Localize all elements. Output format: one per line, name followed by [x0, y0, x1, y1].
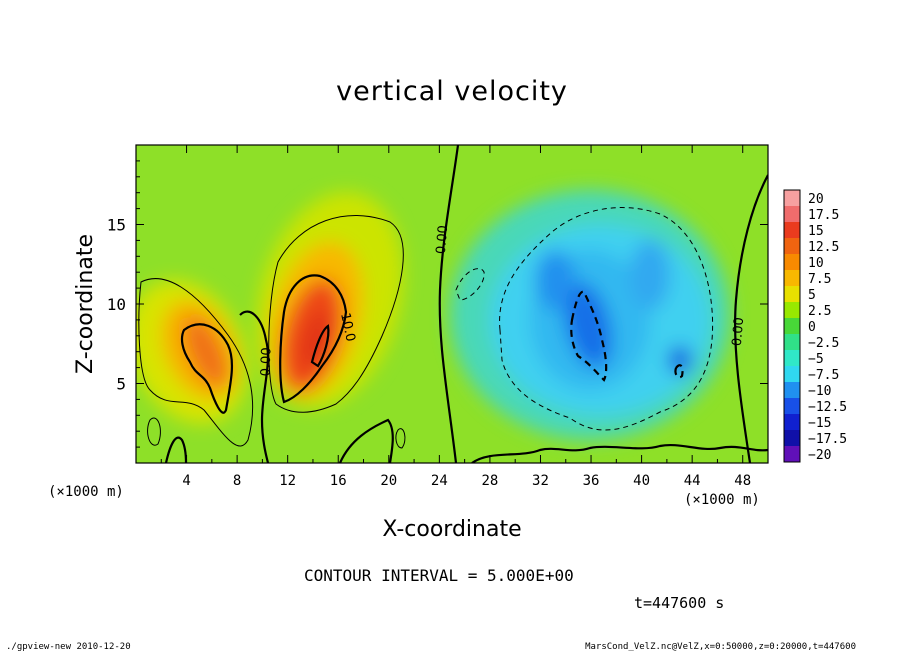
colorbar-label: 5 — [808, 288, 816, 303]
colorbar-label: −2.5 — [808, 336, 839, 351]
contour-label-zero-left: 0.00 — [259, 347, 275, 376]
colorbar-label: −17.5 — [808, 432, 847, 447]
downdraft-lobe-right — [630, 240, 670, 310]
footer-left: ./gpview-new 2010-12-20 — [6, 642, 131, 652]
colorbar-frame — [783, 189, 801, 463]
x-tick-label: 24 — [431, 473, 448, 489]
colorbar-swatch — [784, 238, 800, 254]
x-tick-label: 40 — [633, 473, 650, 489]
contour-10-center — [279, 274, 348, 404]
colorbar-swatch — [784, 190, 800, 206]
colorbar-label: 17.5 — [808, 208, 839, 223]
colorbar-swatch — [784, 366, 800, 382]
colorbar-swatch — [784, 270, 800, 286]
colorbar-swatch — [784, 430, 800, 446]
contour-zero-bottom-b — [338, 418, 394, 463]
contour-zero-bottom-c — [471, 444, 768, 463]
colorbar-label: −20 — [808, 448, 831, 463]
colorbar-swatch — [784, 446, 800, 462]
x-axis: 4 8 12 16 20 24 28 32 36 40 44 48 — [160, 145, 751, 489]
x-tick-label: 28 — [481, 473, 498, 489]
colorbar-label: 7.5 — [808, 272, 831, 287]
colorbar-label: 2.5 — [808, 304, 831, 319]
x-unit-label: (×1000 m) — [48, 484, 124, 500]
contour-neg10-small — [674, 364, 684, 379]
contour-15-center — [310, 324, 330, 368]
colorbar: 2017.51512.5107.552.50−2.5−5−7.5−10−12.5… — [783, 189, 847, 463]
downdraft-spot — [668, 346, 692, 374]
x-tick-label: 48 — [734, 473, 751, 489]
contour-neg10 — [570, 290, 608, 382]
x-tick-label: 20 — [380, 473, 397, 489]
contour-zero-bottom-a — [164, 436, 188, 463]
updraft-left-core — [184, 316, 228, 388]
colorbar-label: −15 — [808, 416, 831, 431]
x-tick-label: 4 — [182, 473, 190, 489]
x-tick-label: 44 — [684, 473, 701, 489]
contour-5-center — [268, 214, 404, 413]
x-tick-label: 32 — [532, 473, 549, 489]
contour-label-ten: 10.0 — [337, 312, 358, 343]
colorbar-swatch — [784, 286, 800, 302]
colorbar-swatch — [784, 382, 800, 398]
colorbar-label: −7.5 — [808, 368, 839, 383]
colorbar-swatch — [784, 414, 800, 430]
plot-area: 0.00 10.0 0.00 0.00 4 8 12 16 20 24 28 32 36 40 44… — [107, 144, 769, 489]
x-axis-label: X-coordinate — [382, 517, 521, 542]
colorbar-label: 20 — [808, 192, 824, 207]
colorbar-label: 0 — [808, 320, 816, 335]
colorbar-label: 10 — [808, 256, 824, 271]
y-axis: 5 10 15 — [107, 160, 768, 448]
colorbar-swatch — [784, 302, 800, 318]
colorbar-swatch — [784, 206, 800, 222]
colorbar-label: −12.5 — [808, 400, 847, 415]
contour-10-left — [180, 323, 234, 414]
contour-zero-mid — [438, 145, 460, 463]
y-tick-label: 5 — [116, 375, 126, 394]
x-tick-label: 16 — [330, 473, 347, 489]
colorbar-label: 12.5 — [808, 240, 839, 255]
y-axis-label: Z-coordinate — [73, 234, 98, 374]
colorbar-swatch — [784, 318, 800, 334]
colorbar-label: −10 — [808, 384, 831, 399]
x-tick-label: 36 — [583, 473, 600, 489]
chart-title: vertical velocity — [336, 76, 568, 107]
colorbar-label: 15 — [808, 224, 824, 239]
colorbar-swatch — [784, 398, 800, 414]
contour-5-left — [138, 278, 254, 447]
colorbar-swatch — [784, 350, 800, 366]
downdraft-lobe-left — [535, 250, 575, 310]
contour-interval: CONTOUR INTERVAL = 5.000E+00 — [304, 566, 574, 585]
contour-5-small-a — [147, 417, 161, 446]
contour-label-zero-mid: 0.00 — [434, 225, 451, 255]
x-tick-label: 8 — [233, 473, 241, 489]
contour-5-small-b — [395, 428, 406, 449]
y-tick-label: 15 — [107, 216, 126, 235]
x-tick-label: 12 — [279, 473, 296, 489]
contour-zero-left — [239, 310, 270, 463]
contour-label-zero-right: 0.00 — [730, 317, 747, 347]
colorbar-swatch — [784, 254, 800, 270]
colorbar-swatch — [784, 334, 800, 350]
contour-neg5-small — [455, 268, 485, 301]
colorbar-label: −5 — [808, 352, 824, 367]
footer-right: MarsCond_VelZ.nc@VelZ,x=0:50000,z=0:2000… — [585, 642, 856, 652]
z-unit-label: (×1000 m) — [684, 492, 760, 508]
time-stamp: t=447600 s — [634, 594, 725, 612]
contour-zero-right — [733, 174, 768, 463]
y-tick-label: 10 — [107, 295, 126, 314]
colorbar-swatch — [784, 222, 800, 238]
